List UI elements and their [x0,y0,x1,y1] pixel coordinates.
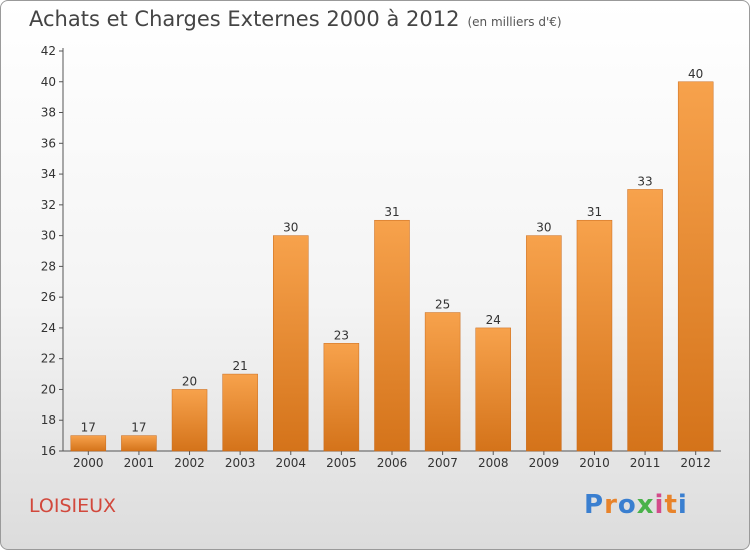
x-tick-label: 2000 [73,456,104,470]
y-tick-label: 30 [41,229,56,243]
bar-value-label: 20 [182,374,197,388]
x-tick-label: 2005 [326,456,357,470]
bar [475,327,511,452]
x-tick-label: 2003 [225,456,256,470]
bar-value-label: 40 [688,67,703,81]
y-tick-label: 26 [41,290,56,304]
logo-letter: i [654,490,665,520]
x-tick-label: 2001 [124,456,155,470]
y-tick-label: 28 [41,259,56,273]
bar-value-label: 31 [587,205,602,219]
bar [374,219,410,452]
bar [576,219,613,452]
logo-letter: r [604,490,618,520]
bar-value-label: 30 [283,221,298,235]
bar [121,435,157,452]
x-tick-label: 2008 [478,456,509,470]
x-tick-label: 2010 [579,456,610,470]
bar-value-label: 21 [233,359,248,373]
x-tick-label: 2002 [174,456,205,470]
y-tick-label: 16 [41,444,56,458]
y-tick-label: 24 [41,321,56,335]
logo-letter: P [584,490,605,520]
bar [424,312,461,452]
bar-value-label: 25 [435,298,450,312]
chart-title-text: Achats et Charges Externes 2000 à 2012 [29,7,460,31]
y-tick-label: 42 [41,44,56,58]
y-tick-label: 38 [41,106,56,120]
y-tick-label: 34 [41,167,56,181]
axes: 16 18 20 22 24 26 28 30 32 34 36 38 40 42 2000 2001 2002… [41,44,721,470]
bar-value-label: 17 [81,421,96,435]
bar-value-label: 24 [486,313,501,327]
chart-unit: (en milliers d'€) [467,15,562,29]
bar-value-label: 31 [384,205,399,219]
y-tick-label: 18 [41,413,56,427]
y-tick-label: 40 [41,75,56,89]
bar [677,81,714,452]
chart-title: Achats et Charges Externes 2000 à 2012 (e… [29,7,562,31]
bar [273,235,309,452]
bar [171,389,208,452]
x-tick-label: 2009 [529,456,560,470]
y-tick-label: 22 [41,352,56,366]
commune-name: LOISIEUX [29,495,117,517]
logo-letter: x [636,490,655,520]
bar [627,189,663,452]
y-tick-label: 32 [41,198,56,212]
bars: 17 17 20 21 30 23 31 25 24 30 31 33 40 [70,67,714,452]
y-tick-label: 20 [41,382,56,396]
bar [222,373,258,452]
bar-value-label: 17 [131,421,146,435]
logo-letter: t [664,490,678,520]
bar-value-label: 33 [637,174,652,188]
bar-value-label: 23 [334,328,349,342]
x-tick-label: 2006 [377,456,408,470]
x-tick-label: 2012 [680,456,711,470]
bar [526,235,562,452]
bar [323,343,360,452]
bar-value-label: 30 [536,221,551,235]
x-tick-label: 2004 [275,456,306,470]
x-tick-label: 2007 [427,456,458,470]
y-tick-label: 36 [41,136,56,150]
logo-letter: o [617,490,637,520]
logo-letter: i [677,490,688,520]
x-tick-label: 2011 [630,456,661,470]
bar [70,435,107,452]
proxiti-logo: Proxiti [584,490,688,520]
